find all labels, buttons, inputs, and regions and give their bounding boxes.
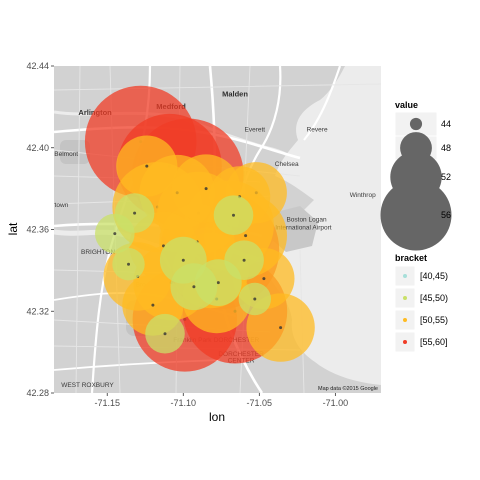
size-legend-label: 48 bbox=[441, 143, 451, 153]
x-tick-label: -71.00 bbox=[323, 398, 349, 408]
size-legend-symbol bbox=[409, 117, 423, 131]
data-point-center bbox=[262, 277, 266, 281]
color-legend-label: [40,45) bbox=[420, 271, 448, 281]
y-tick-label: 42.44 bbox=[26, 61, 49, 71]
size-legend-label: 56 bbox=[441, 210, 451, 220]
data-point-center bbox=[216, 281, 220, 285]
color-legend-label: [50,55) bbox=[420, 315, 448, 325]
map-label: WEST ROXBURY bbox=[61, 382, 114, 389]
color-legend-symbol bbox=[403, 340, 407, 344]
y-tick-label: 42.32 bbox=[26, 306, 49, 316]
y-axis: 42.28 42.32 42.36 42.40 42.44 bbox=[26, 61, 54, 398]
outer-water bbox=[330, 120, 381, 172]
map-label: Boston Logan bbox=[286, 216, 327, 223]
color-legend-symbol bbox=[403, 274, 407, 278]
y-tick-label: 42.36 bbox=[26, 225, 49, 235]
map-label: Chelsea bbox=[275, 161, 299, 168]
x-tick-label: -71.05 bbox=[247, 398, 273, 408]
x-tick-label: -71.10 bbox=[171, 398, 197, 408]
data-point-center bbox=[242, 258, 246, 262]
data-point-center bbox=[279, 326, 283, 330]
data-points bbox=[84, 85, 315, 372]
data-point-center bbox=[204, 187, 208, 191]
size-legend: value 44 48 52 56 bbox=[380, 100, 452, 251]
x-axis: -71.15 -71.10 -71.05 -71.00 bbox=[94, 393, 348, 408]
color-legend-label: [45,50) bbox=[420, 293, 448, 303]
y-tick-label: 42.28 bbox=[26, 388, 49, 398]
size-legend-label: 52 bbox=[441, 172, 451, 182]
color-legend-symbol bbox=[403, 318, 407, 322]
size-legend-label: 44 bbox=[441, 119, 451, 129]
map-label: Belmont bbox=[54, 151, 78, 158]
color-legend-symbol bbox=[403, 296, 407, 300]
color-legend-label: [55,60] bbox=[420, 337, 448, 347]
highway bbox=[303, 66, 342, 141]
data-point-center bbox=[181, 258, 185, 262]
map-label: Revere bbox=[307, 126, 328, 133]
map-label: International Airport bbox=[275, 225, 332, 232]
data-point-center bbox=[151, 303, 155, 307]
map-label: Everett bbox=[245, 126, 266, 133]
data-point-center bbox=[163, 332, 167, 336]
size-legend-symbol bbox=[380, 179, 452, 251]
data-point-center bbox=[253, 297, 257, 301]
map-attribution: Map data ©2015 Google bbox=[318, 385, 378, 392]
data-point-center bbox=[127, 262, 130, 266]
color-legend: bracket [40,45) [45,50) [50,55) [55,60] bbox=[394, 253, 448, 353]
map-label: BRIGHTON bbox=[81, 249, 115, 256]
data-point-center bbox=[113, 232, 117, 236]
y-tick-label: 42.40 bbox=[26, 143, 49, 153]
map-label: Winthrop bbox=[350, 192, 376, 199]
data-point-center bbox=[192, 285, 196, 289]
y-axis-title: lat bbox=[6, 222, 20, 235]
data-point-center bbox=[133, 211, 137, 215]
data-point-center bbox=[244, 234, 248, 238]
map-label: Malden bbox=[222, 90, 248, 99]
data-point-center bbox=[145, 164, 149, 168]
x-axis-title: lon bbox=[209, 410, 225, 424]
color-legend-title: bracket bbox=[395, 253, 427, 263]
x-tick-label: -71.15 bbox=[94, 398, 120, 408]
size-legend-title: value bbox=[395, 100, 418, 110]
map-label: ertown bbox=[49, 202, 69, 209]
data-point-center bbox=[232, 213, 235, 217]
